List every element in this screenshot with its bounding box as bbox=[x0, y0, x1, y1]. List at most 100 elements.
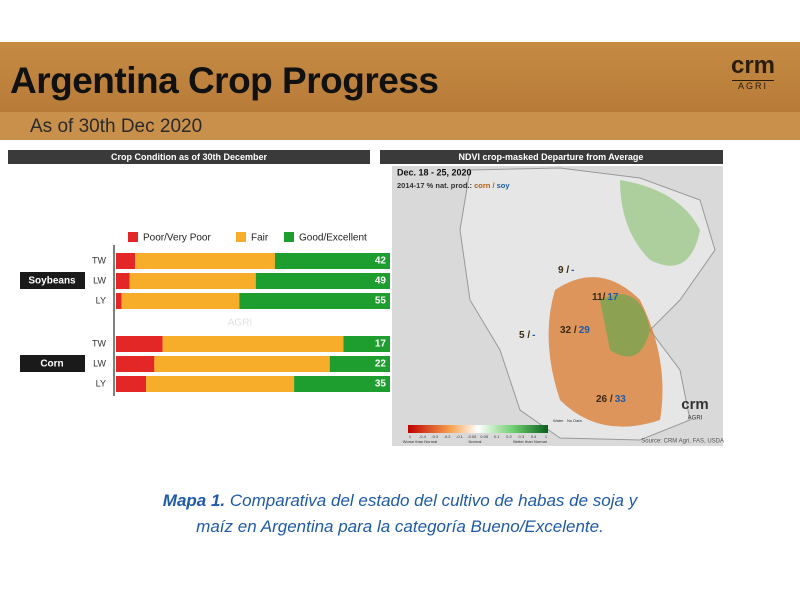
scale-extra: Water bbox=[553, 418, 564, 423]
legend-swatch bbox=[128, 232, 138, 242]
bar-segment bbox=[146, 376, 295, 392]
bar-segment bbox=[329, 356, 390, 372]
category-label: TW bbox=[92, 338, 106, 348]
caption-line: maíz en Argentina para la categoría Buen… bbox=[196, 517, 604, 536]
crop-area bbox=[620, 180, 700, 266]
map-logo: crm bbox=[681, 396, 709, 413]
map-subtitle-soy: soy bbox=[497, 181, 511, 190]
map-label-soy: 17 bbox=[607, 292, 619, 303]
map-header bbox=[380, 150, 723, 164]
scale-label: 1 bbox=[545, 434, 548, 439]
category-label: LY bbox=[96, 295, 106, 305]
category-label: LY bbox=[96, 378, 106, 388]
scale-label: -0.3 bbox=[431, 434, 439, 439]
bar-segment bbox=[116, 336, 163, 352]
legend-swatch bbox=[284, 232, 294, 242]
bar-segment bbox=[116, 293, 122, 309]
scale-bar bbox=[408, 425, 548, 433]
logo-text: crm bbox=[730, 52, 776, 79]
scale-label: -0.4 bbox=[419, 434, 427, 439]
category-label: TW bbox=[92, 255, 106, 265]
crop-area bbox=[600, 294, 650, 357]
logo: crm AGRI bbox=[718, 52, 788, 91]
value-label: 49 bbox=[375, 276, 387, 287]
scale-label: 0.2 bbox=[506, 434, 512, 439]
scale-label: 0.1 bbox=[494, 434, 500, 439]
value-label: 22 bbox=[375, 359, 387, 370]
scale-label: -0.2 bbox=[444, 434, 452, 439]
value-label: 55 bbox=[375, 296, 387, 307]
bar-segment bbox=[274, 253, 390, 269]
legend-swatch bbox=[236, 232, 246, 242]
legend-label: Good/Excellent bbox=[299, 233, 367, 244]
legend-label: Fair bbox=[251, 233, 269, 244]
map-subtitle-corn: corn / bbox=[474, 181, 495, 190]
page-subtitle: As of 30th Dec 2020 bbox=[30, 116, 203, 137]
bar-segment bbox=[162, 336, 344, 352]
map-label-corn: 32 / bbox=[560, 325, 577, 336]
watermark-sub: AGRI bbox=[228, 318, 252, 329]
map-label-soy: - bbox=[571, 265, 574, 276]
bar-segment bbox=[116, 376, 147, 392]
value-label: 42 bbox=[375, 256, 387, 267]
map-title: NDVI crop-masked Departure from Average bbox=[459, 152, 644, 162]
header-strip bbox=[0, 112, 800, 140]
bar-segment bbox=[294, 376, 390, 392]
map-label: 32 /29 bbox=[560, 325, 590, 336]
scale-note: Normal bbox=[469, 439, 482, 444]
scale-label: -0.05 bbox=[467, 434, 477, 439]
bar-segment bbox=[116, 253, 136, 269]
map-label-corn: 26 / bbox=[596, 394, 613, 405]
scale-note: Better than Normal bbox=[513, 439, 547, 444]
bar-segment bbox=[129, 273, 256, 289]
map-label: 5 /- bbox=[519, 330, 535, 341]
map-label-soy: - bbox=[532, 330, 535, 341]
map-subtitle: 2014-17 % nat. prod.: corn / soy bbox=[397, 181, 510, 190]
bar-segment bbox=[255, 273, 390, 289]
bar-segment bbox=[135, 253, 275, 269]
value-label: 35 bbox=[375, 379, 387, 390]
logo-sub: AGRI bbox=[732, 80, 774, 91]
caption: Mapa 1. Comparativa del estado del culti… bbox=[0, 488, 800, 540]
scale-extra: No Data bbox=[567, 418, 582, 423]
bar-segment bbox=[239, 293, 390, 309]
caption-label: Mapa 1. bbox=[162, 491, 226, 510]
scale-label: 0.4 bbox=[531, 434, 537, 439]
map-label: 11/17 bbox=[592, 292, 619, 303]
bar-segment bbox=[121, 293, 240, 309]
bar-segment bbox=[116, 356, 155, 372]
page-title: Argentina Crop Progress bbox=[10, 60, 439, 101]
scale-label: 0.05 bbox=[480, 434, 489, 439]
group-box bbox=[20, 355, 85, 372]
caption-text: Comparativa del estado del cultivo de ha… bbox=[229, 491, 638, 510]
map-label-corn: 9 / bbox=[558, 265, 569, 276]
map-label-corn: 5 / bbox=[519, 330, 530, 341]
map-label: 26 /33 bbox=[596, 394, 626, 405]
group-label: Corn bbox=[40, 359, 63, 370]
caption-line: Mapa 1. Comparativa del estado del culti… bbox=[0, 488, 800, 514]
scale-label: 1 bbox=[409, 434, 412, 439]
map-label-corn: 11/ bbox=[592, 292, 606, 303]
category-label: LW bbox=[93, 275, 106, 285]
map-source: Source: CRM Agri, FAS, USDA bbox=[641, 439, 724, 445]
map-label: 9 /- bbox=[558, 265, 574, 276]
map-logo-sub: AGRI bbox=[688, 416, 703, 422]
map-label-soy: 29 bbox=[579, 325, 591, 336]
scale-note: Worse than Normal bbox=[403, 439, 437, 444]
map-label-soy: 33 bbox=[615, 394, 627, 405]
value-label: 17 bbox=[375, 339, 387, 350]
bar-segment bbox=[343, 336, 390, 352]
map-date: Dec. 18 - 25, 2020 bbox=[397, 167, 472, 177]
bar-segment bbox=[154, 356, 330, 372]
scale-label: 0.3 bbox=[518, 434, 524, 439]
group-box bbox=[20, 272, 85, 289]
scale-label: -0.1 bbox=[456, 434, 464, 439]
legend-label: Poor/Very Poor bbox=[143, 233, 211, 244]
chart-title: Crop Condition as of 30th December bbox=[111, 152, 268, 162]
chart-header bbox=[8, 150, 370, 164]
category-label: LW bbox=[93, 358, 106, 368]
map-subtitle-prefix: 2014-17 % nat. prod.: bbox=[397, 181, 472, 190]
map bbox=[392, 166, 723, 446]
